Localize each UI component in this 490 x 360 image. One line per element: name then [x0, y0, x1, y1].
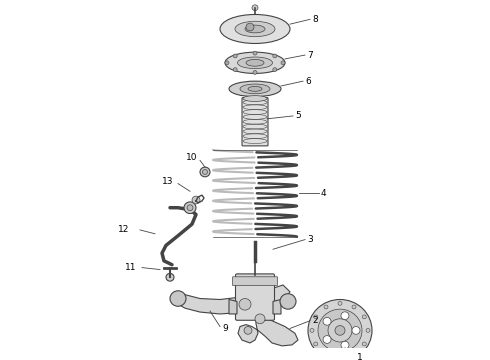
Circle shape: [352, 327, 360, 334]
Circle shape: [281, 61, 285, 65]
Circle shape: [308, 300, 372, 360]
Text: 7: 7: [307, 50, 313, 59]
Circle shape: [200, 167, 210, 177]
Circle shape: [252, 5, 258, 11]
Polygon shape: [175, 285, 290, 314]
Circle shape: [335, 325, 345, 335]
Circle shape: [246, 23, 254, 31]
Circle shape: [253, 71, 257, 75]
Circle shape: [362, 342, 366, 346]
Ellipse shape: [243, 96, 267, 102]
Text: 13: 13: [162, 177, 173, 186]
Circle shape: [314, 315, 318, 319]
Circle shape: [324, 352, 328, 356]
Text: 2: 2: [312, 316, 318, 325]
Circle shape: [310, 328, 314, 332]
Circle shape: [323, 336, 331, 343]
Circle shape: [323, 318, 331, 325]
Polygon shape: [273, 300, 281, 314]
Circle shape: [366, 328, 370, 332]
Text: 5: 5: [295, 112, 301, 121]
Circle shape: [192, 196, 200, 204]
Circle shape: [233, 68, 237, 72]
Circle shape: [280, 294, 296, 309]
Circle shape: [273, 54, 277, 58]
Circle shape: [202, 170, 207, 174]
Text: 3: 3: [307, 235, 313, 244]
Circle shape: [166, 273, 174, 281]
Circle shape: [233, 54, 237, 58]
Circle shape: [255, 314, 265, 324]
Ellipse shape: [248, 86, 262, 91]
Text: 1: 1: [357, 353, 363, 360]
Circle shape: [352, 352, 356, 356]
Text: 11: 11: [125, 263, 137, 272]
Text: 6: 6: [305, 77, 311, 86]
Ellipse shape: [240, 84, 270, 94]
Circle shape: [314, 342, 318, 346]
Circle shape: [225, 61, 229, 65]
Text: 9: 9: [222, 324, 228, 333]
Ellipse shape: [229, 81, 281, 96]
Ellipse shape: [238, 57, 272, 69]
Text: 8: 8: [312, 15, 318, 24]
Text: 10: 10: [186, 153, 197, 162]
Polygon shape: [238, 314, 298, 346]
Circle shape: [273, 68, 277, 72]
Ellipse shape: [235, 21, 275, 37]
Circle shape: [170, 291, 186, 306]
Circle shape: [338, 356, 342, 359]
Circle shape: [187, 205, 193, 211]
FancyBboxPatch shape: [236, 274, 274, 320]
Ellipse shape: [246, 59, 264, 66]
Circle shape: [244, 327, 252, 334]
Circle shape: [318, 309, 362, 352]
Circle shape: [362, 315, 366, 319]
Text: 4: 4: [321, 189, 327, 198]
Circle shape: [352, 305, 356, 309]
Ellipse shape: [225, 52, 285, 73]
Text: 12: 12: [118, 225, 129, 234]
Ellipse shape: [245, 25, 265, 33]
Circle shape: [341, 312, 349, 320]
Circle shape: [324, 305, 328, 309]
Circle shape: [328, 319, 352, 342]
FancyBboxPatch shape: [242, 98, 268, 146]
Polygon shape: [229, 300, 237, 314]
Circle shape: [341, 341, 349, 349]
Circle shape: [338, 301, 342, 305]
Circle shape: [239, 298, 251, 310]
Circle shape: [253, 51, 257, 55]
Circle shape: [184, 202, 196, 213]
FancyBboxPatch shape: [232, 277, 277, 285]
Ellipse shape: [220, 14, 290, 44]
